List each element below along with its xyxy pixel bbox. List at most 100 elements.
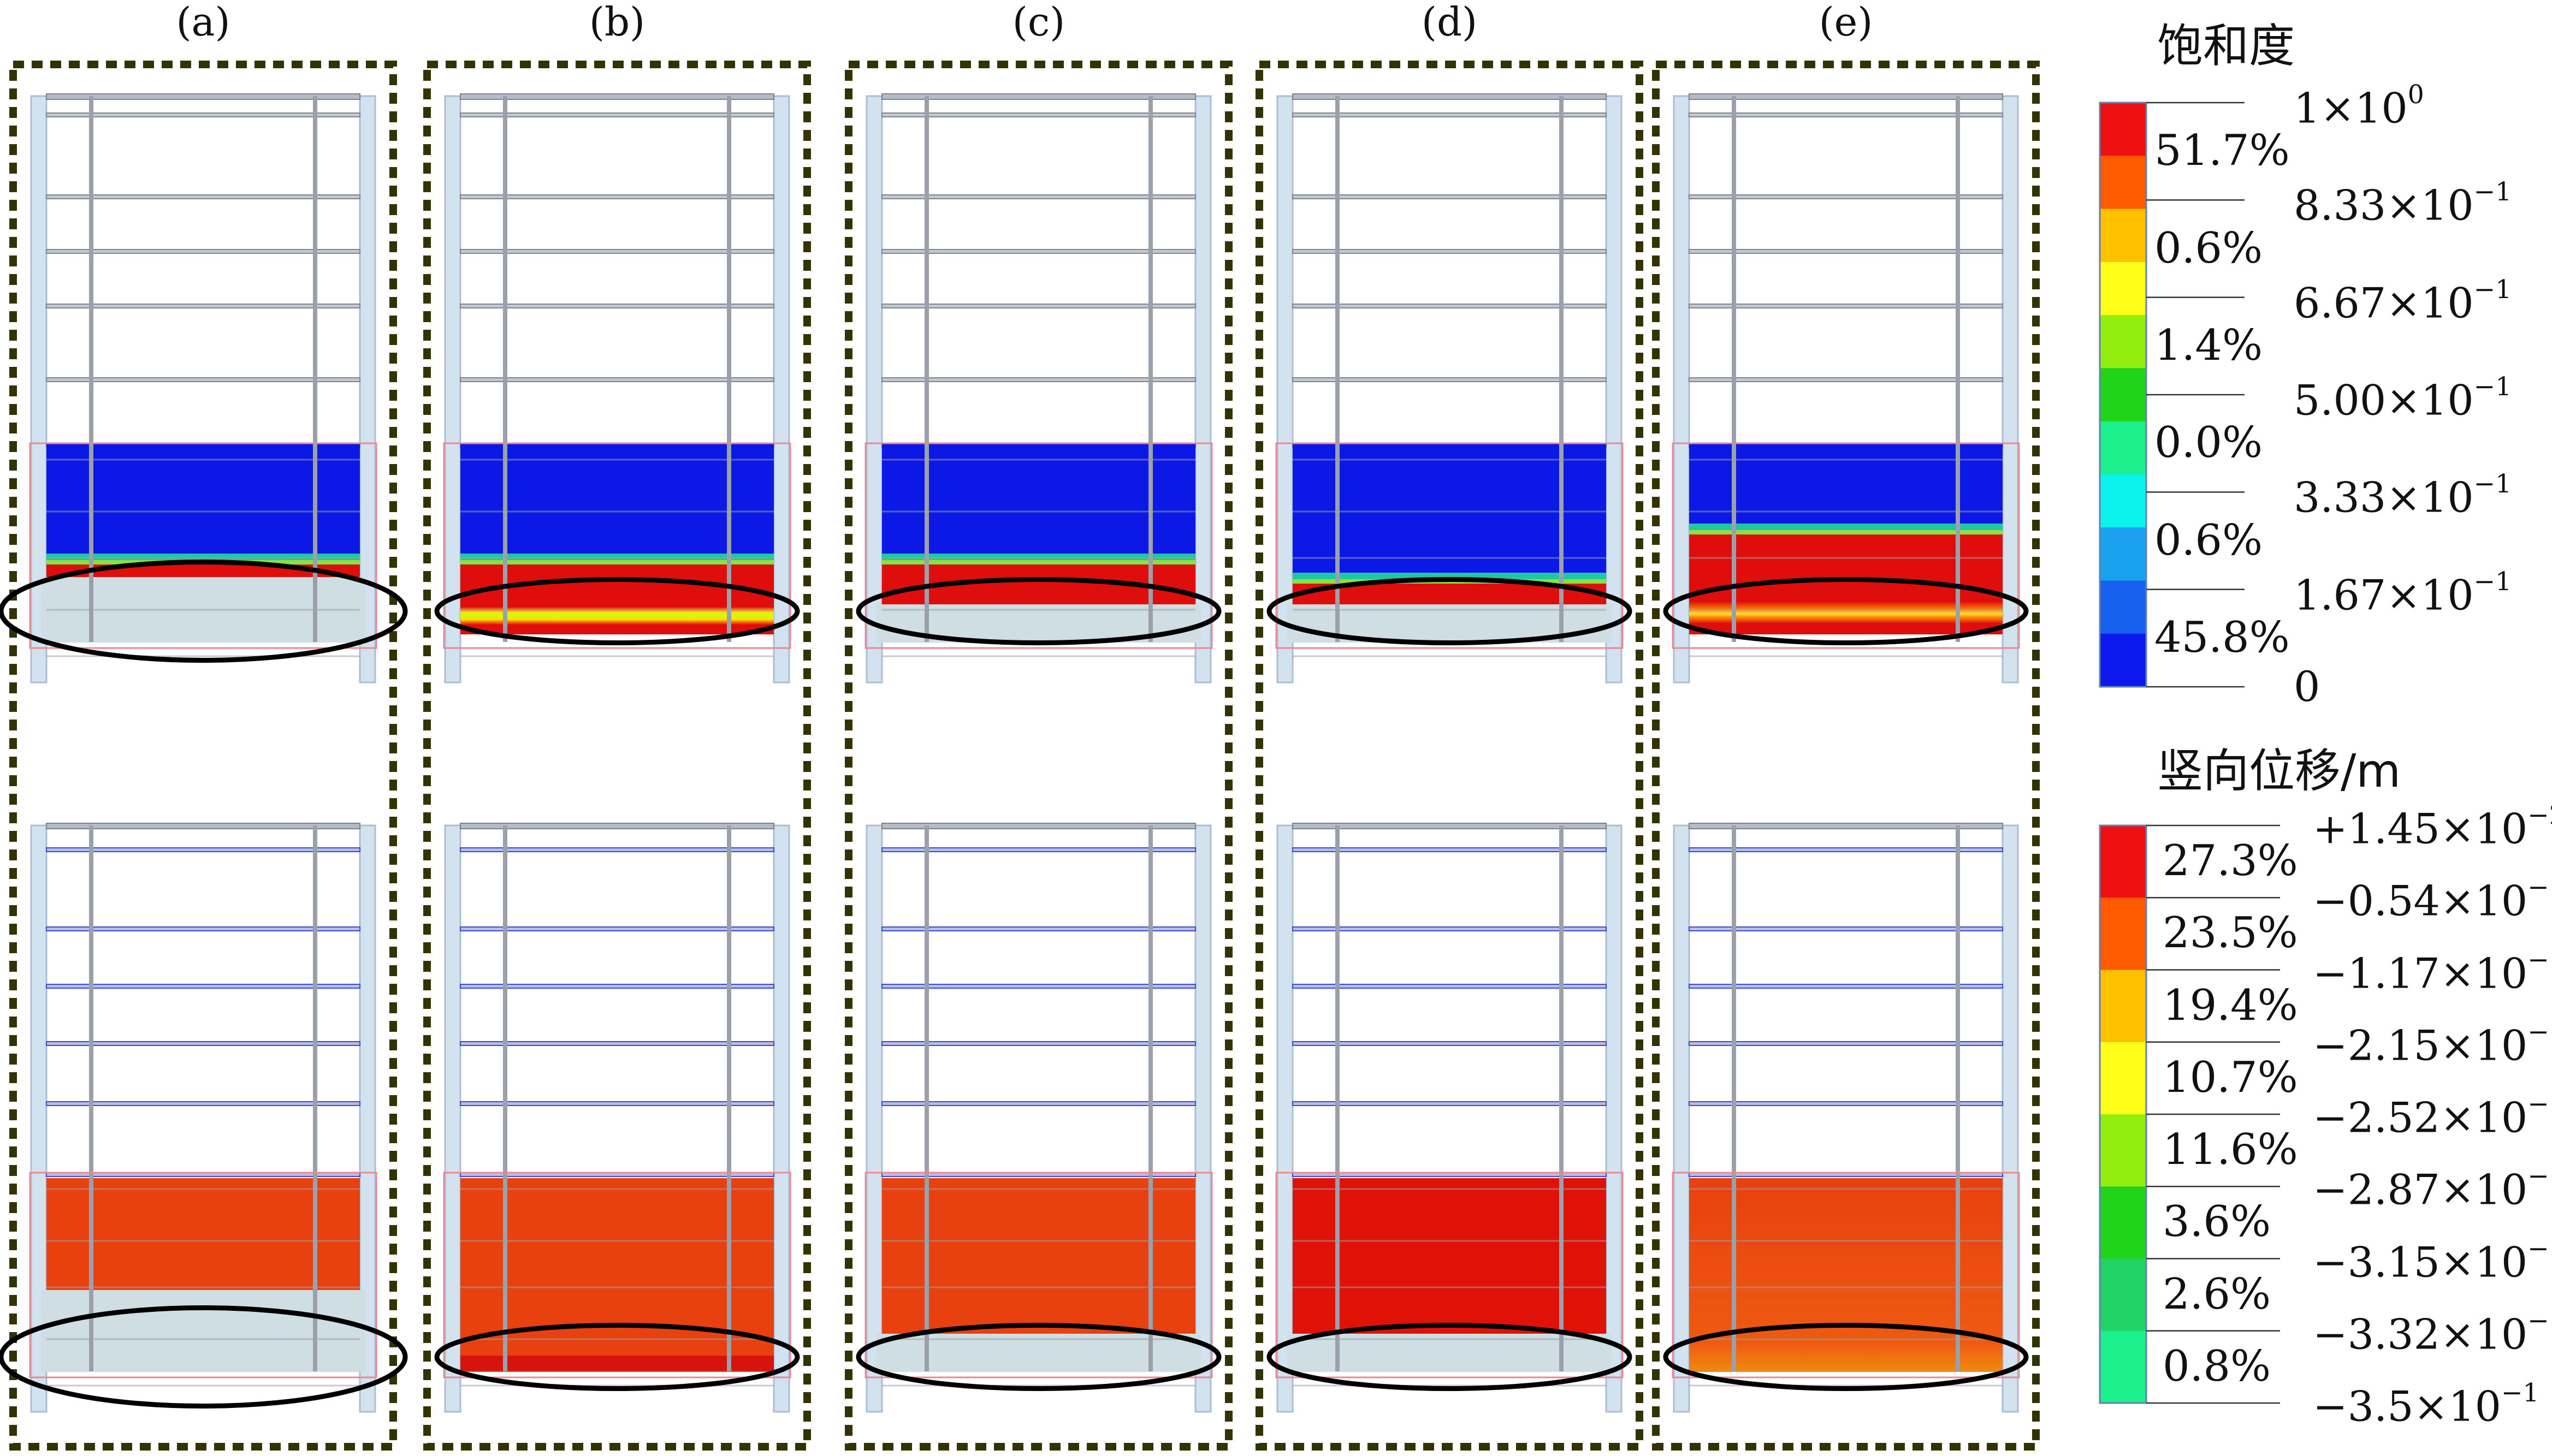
vertical-post (1148, 96, 1153, 642)
vertical-post (503, 825, 507, 1371)
panel-frame (845, 61, 1233, 1451)
displacement-swatch (2100, 1186, 2146, 1259)
floor-line (1292, 1101, 1607, 1106)
floor-line (1292, 847, 1607, 852)
displacement-value-exponent: −1 (2527, 1233, 2552, 1264)
vertical-post (1559, 825, 1564, 1371)
top-beam (1689, 93, 2003, 100)
displacement-swatch (2100, 898, 2146, 971)
highlight-ellipse (1663, 577, 2029, 645)
floor-line (1689, 194, 2003, 199)
panel-d (1256, 61, 1643, 1451)
saturation-swatch (2100, 368, 2146, 422)
saturation-percent: 45.8% (2154, 616, 2290, 659)
vertical-post (89, 96, 93, 642)
displacement-zone (46, 1178, 360, 1290)
floor-line (46, 1101, 360, 1106)
transition-band (882, 560, 1195, 564)
displacement-value-text: −1.17×10 (2313, 948, 2528, 997)
displacement-value-exponent: −1 (2501, 1378, 2539, 1408)
saturation-value-exponent: −1 (2473, 469, 2512, 500)
floor-line (1689, 112, 2003, 117)
saturation-percent: 51.7% (2154, 129, 2290, 172)
vertical-post (727, 96, 731, 642)
vertical-post (313, 825, 317, 1371)
panel-c (845, 61, 1233, 1451)
vertical-post (1148, 825, 1153, 1371)
displacement-zone (1293, 1178, 1606, 1334)
saturation-percent-text: 45.8% (2154, 613, 2290, 662)
floor-line (881, 984, 1196, 989)
saturation-swatch (2100, 156, 2146, 210)
saturation-swatch (2100, 315, 2146, 369)
top-beam (46, 93, 360, 100)
saturation-value: 3.33×10−1 (2294, 471, 2512, 518)
saturation-band (1689, 602, 2003, 623)
saturation-value: 1×100 (2294, 82, 2424, 129)
displacement-percent-text: 10.7% (2163, 1053, 2298, 1102)
floor-line (881, 1101, 1196, 1106)
left-column (1673, 824, 1690, 1413)
floor-line (460, 984, 774, 989)
floor-line (1689, 249, 2003, 254)
saturation-swatch (2100, 474, 2146, 528)
vertical-post (1956, 825, 1960, 1371)
saturation-swatch (2100, 527, 2146, 581)
transition-band (1689, 524, 2003, 531)
saturation-value-exponent: −1 (2473, 274, 2512, 305)
vertical-post (727, 825, 731, 1371)
zone-outline (29, 442, 377, 649)
zone-outline (443, 1172, 791, 1378)
saturation-value: 6.67×10−1 (2294, 277, 2512, 324)
saturation-percent-text: 0.6% (2154, 223, 2263, 273)
saturation-value-text: 1×10 (2294, 84, 2408, 133)
floor-line (881, 194, 1196, 199)
left-column (1673, 95, 1690, 684)
displacement-value-text: −2.52×10 (2313, 1093, 2528, 1142)
zone-outline (1672, 442, 2020, 649)
displacement-percent: 27.3% (2163, 840, 2298, 882)
top-beam (1292, 823, 1607, 829)
vertical-post (89, 825, 93, 1371)
displacement-percent-text: 2.6% (2163, 1269, 2271, 1319)
displacement-percent-text: 3.6% (2163, 1197, 2271, 1247)
displacement-percent: 19.4% (2163, 984, 2298, 1027)
saturation-percent-text: 1.4% (2154, 320, 2263, 370)
displacement-swatch (2100, 1042, 2146, 1115)
vertical-post (1335, 96, 1340, 642)
highlight-ellipse (1266, 1323, 1632, 1391)
panel-label: (c) (1012, 0, 1065, 45)
saturated-zone (1293, 443, 1606, 583)
highlight-ellipse (434, 577, 800, 645)
saturation-percent-text: 0.6% (2154, 515, 2263, 565)
displacement-zone (882, 1178, 1195, 1334)
saturation-model (0, 93, 408, 684)
displacement-swatch (2100, 825, 2146, 899)
saturation-value: 5.00×10−1 (2294, 374, 2512, 421)
vertical-post (1956, 96, 1960, 642)
displacement-value-text: −3.32×10 (2313, 1310, 2528, 1359)
displacement-value: −3.15×10−1 (2313, 1233, 2552, 1283)
left-column (444, 824, 461, 1413)
saturation-swatch (2100, 633, 2146, 687)
model-panels (0, 61, 2040, 1451)
vertical-post (503, 96, 507, 642)
floor-line (1292, 926, 1607, 931)
panel-frame (9, 61, 397, 1451)
floor-line (46, 249, 360, 254)
displacement-percent: 11.6% (2163, 1128, 2298, 1171)
displacement-percent-text: 23.5% (2163, 908, 2298, 958)
saturation-percent-text: 0.0% (2154, 418, 2263, 468)
saturation-percent: 1.4% (2154, 324, 2263, 367)
top-beam (46, 823, 360, 829)
displacement-band (460, 1356, 774, 1371)
zone-outline (865, 1172, 1213, 1378)
floor-line (1292, 377, 1607, 382)
displacement-percent-text: 11.6% (2163, 1125, 2298, 1175)
saturation-model (434, 93, 800, 684)
floor-line (881, 1041, 1196, 1046)
vertical-post (925, 96, 929, 642)
zone-outline (1672, 1172, 2020, 1378)
saturation-value: 8.33×10−1 (2294, 179, 2512, 226)
